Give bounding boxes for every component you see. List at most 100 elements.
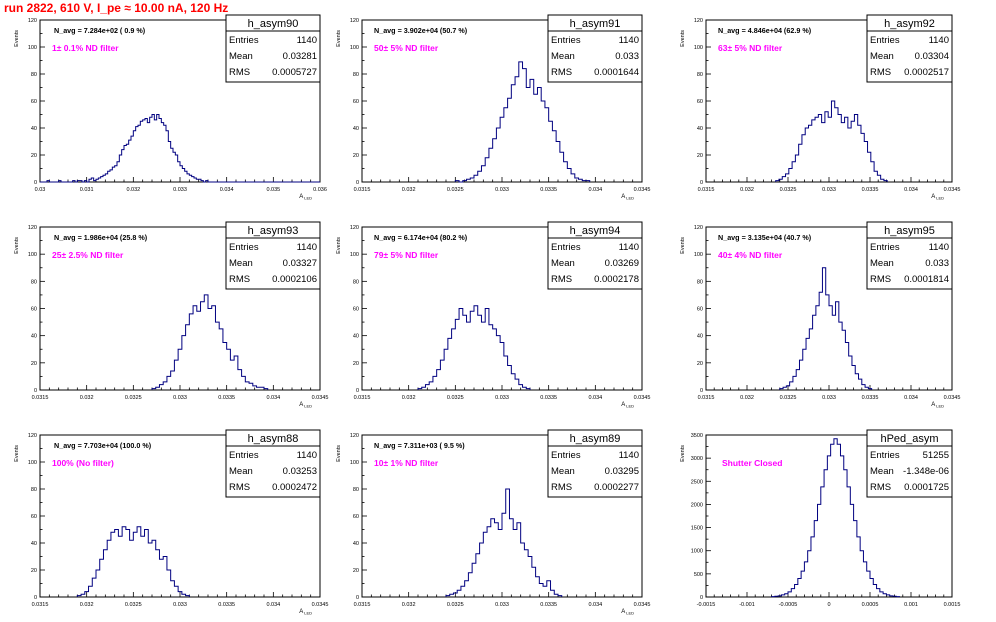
stats-box-frame xyxy=(225,221,321,290)
y-tick-label: 80 xyxy=(697,279,703,285)
y-axis-title: Events xyxy=(14,445,20,462)
x-tick-label: 0.0335 xyxy=(218,602,235,608)
x-tick-label: 0.032 xyxy=(740,187,754,193)
x-tick-label: 0.034 xyxy=(588,187,602,193)
y-tick-label: 40 xyxy=(31,541,37,547)
y-tick-label: 0 xyxy=(700,388,703,394)
x-tick-label: 0.035 xyxy=(266,187,280,193)
stats-value-rms: 0.0001644 xyxy=(594,67,639,78)
stats-label-mean: Mean xyxy=(229,51,253,62)
x-tick-label: 0.0335 xyxy=(540,602,557,608)
x-tick-label: 0.034 xyxy=(588,395,602,401)
y-tick-label: 60 xyxy=(31,99,37,105)
x-tick-label: 0.034 xyxy=(266,395,280,401)
stats-label-mean: Mean xyxy=(870,466,894,477)
x-tick-label: 0.0325 xyxy=(780,187,797,193)
y-tick-label: 80 xyxy=(31,487,37,493)
y-tick-label: 120 xyxy=(28,433,37,439)
histogram-line xyxy=(151,294,269,390)
histogram-line xyxy=(40,114,320,183)
stats-label-rms: RMS xyxy=(551,274,572,285)
stats-box-title: h_asym88 xyxy=(248,433,299,445)
stats-label-mean: Mean xyxy=(870,258,894,269)
histogram-panel-h_asym95: 0.0315 0.032 0.0325 0.033 0.0335 0.034 0.0345 0… xyxy=(680,221,960,409)
stats-box: h_asym92 Entries 1140 Mean 0.03304 RMS 0.00025… xyxy=(866,14,953,83)
stats-value-mean: 0.03269 xyxy=(605,258,639,269)
y-tick-label: 20 xyxy=(353,568,359,574)
stats-value-rms: 0.0002106 xyxy=(272,274,317,285)
y-tick-label: 120 xyxy=(350,433,359,439)
x-tick-label: 0.0335 xyxy=(540,187,557,193)
x-tick-label: 0.031 xyxy=(80,187,94,193)
y-tick-label: 80 xyxy=(697,72,703,78)
x-tick-label: 0.0315 xyxy=(354,602,371,608)
x-tick-label: 0.0345 xyxy=(634,187,651,193)
histogram-line xyxy=(445,488,563,597)
y-axis-title: Events xyxy=(680,30,686,47)
navg-annotation: N_avg = 7.311e+03 ( 9.5 %) xyxy=(374,441,465,450)
y-tick-label: 60 xyxy=(353,514,359,520)
stats-label-rms: RMS xyxy=(229,482,250,493)
x-tick-label: 0.0005 xyxy=(862,602,879,608)
x-tick-label: -0.0015 xyxy=(697,602,716,608)
x-tick-label: 0.0315 xyxy=(698,395,715,401)
histogram-panel-h_asym89: 0.0315 0.032 0.0325 0.033 0.0335 0.034 0.0345 0… xyxy=(336,429,650,616)
stats-value-entries: 1140 xyxy=(297,242,317,253)
navg-annotation: N_avg = 4.846e+04 (62.9 %) xyxy=(718,26,812,35)
y-tick-label: 500 xyxy=(694,572,703,578)
x-axis-title-subscript: LED xyxy=(626,404,634,409)
stats-label-rms: RMS xyxy=(229,274,250,285)
stats-label-entries: Entries xyxy=(229,450,259,461)
stats-label-mean: Mean xyxy=(551,51,575,62)
y-axis-title: Events xyxy=(336,30,342,47)
y-tick-label: 100 xyxy=(28,45,37,51)
y-tick-label: 60 xyxy=(697,99,703,105)
stats-box-title: h_asym94 xyxy=(570,225,621,237)
stats-box-frame xyxy=(225,429,321,498)
stats-value-mean: 0.03304 xyxy=(915,51,949,62)
stats-label-entries: Entries xyxy=(870,450,900,461)
y-axis-title: Events xyxy=(336,445,342,462)
x-tick-label: 0.032 xyxy=(80,395,94,401)
x-tick-label: 0.03 xyxy=(35,187,46,193)
x-tick-label: 0.0335 xyxy=(540,395,557,401)
stats-label-mean: Mean xyxy=(229,258,253,269)
histogram-panel-h_asym88: 0.0315 0.032 0.0325 0.033 0.0335 0.034 0.0345 0… xyxy=(14,429,328,616)
x-tick-label: 0.0335 xyxy=(218,395,235,401)
stats-value-mean: 0.03295 xyxy=(605,466,639,477)
histogram-panel-h_asym91: 0.0315 0.032 0.0325 0.033 0.0335 0.034 0.0345 0… xyxy=(336,14,651,201)
x-tick-label: 0.0335 xyxy=(862,187,879,193)
stats-value-mean: 0.03253 xyxy=(283,466,317,477)
stats-box: h_asym94 Entries 1140 Mean 0.03269 RMS 0.00021… xyxy=(547,221,643,290)
x-axis-title: ALED xyxy=(299,402,312,409)
x-tick-label: 0.0325 xyxy=(447,395,464,401)
x-tick-label: 0.0345 xyxy=(944,187,961,193)
y-tick-label: 2000 xyxy=(691,502,703,508)
stats-value-rms: 0.0002178 xyxy=(594,274,639,285)
x-tick-label: 0 xyxy=(827,602,830,608)
x-tick-label: 0.032 xyxy=(80,602,94,608)
histogram-line xyxy=(76,526,190,597)
stats-label-entries: Entries xyxy=(870,35,900,46)
stats-value-entries: 1140 xyxy=(619,242,639,253)
x-tick-label: 0.033 xyxy=(822,395,836,401)
stats-box: h_asym95 Entries 1140 Mean 0.033 RMS 0.0001814 xyxy=(866,221,953,290)
x-tick-label: 0.0345 xyxy=(312,395,329,401)
x-tick-label: 0.034 xyxy=(266,602,280,608)
y-tick-label: 120 xyxy=(28,18,37,24)
x-tick-label: 0.0015 xyxy=(944,602,961,608)
navg-annotation: N_avg = 7.703e+04 (100.0 %) xyxy=(54,441,152,450)
y-tick-label: 20 xyxy=(697,153,703,159)
histogram-line xyxy=(771,438,901,598)
x-tick-label: 0.0315 xyxy=(32,602,49,608)
filter-annotation: 50± 5% ND filter xyxy=(374,43,439,53)
stats-box-frame xyxy=(866,14,953,83)
x-axis-title-subscript: LED xyxy=(304,404,312,409)
y-tick-label: 0 xyxy=(356,388,359,394)
y-tick-label: 20 xyxy=(353,361,359,367)
y-tick-label: 100 xyxy=(350,45,359,51)
y-tick-label: 120 xyxy=(694,225,703,231)
stats-label-entries: Entries xyxy=(551,35,581,46)
stats-box-title: h_asym90 xyxy=(248,18,299,30)
y-tick-label: 20 xyxy=(31,361,37,367)
